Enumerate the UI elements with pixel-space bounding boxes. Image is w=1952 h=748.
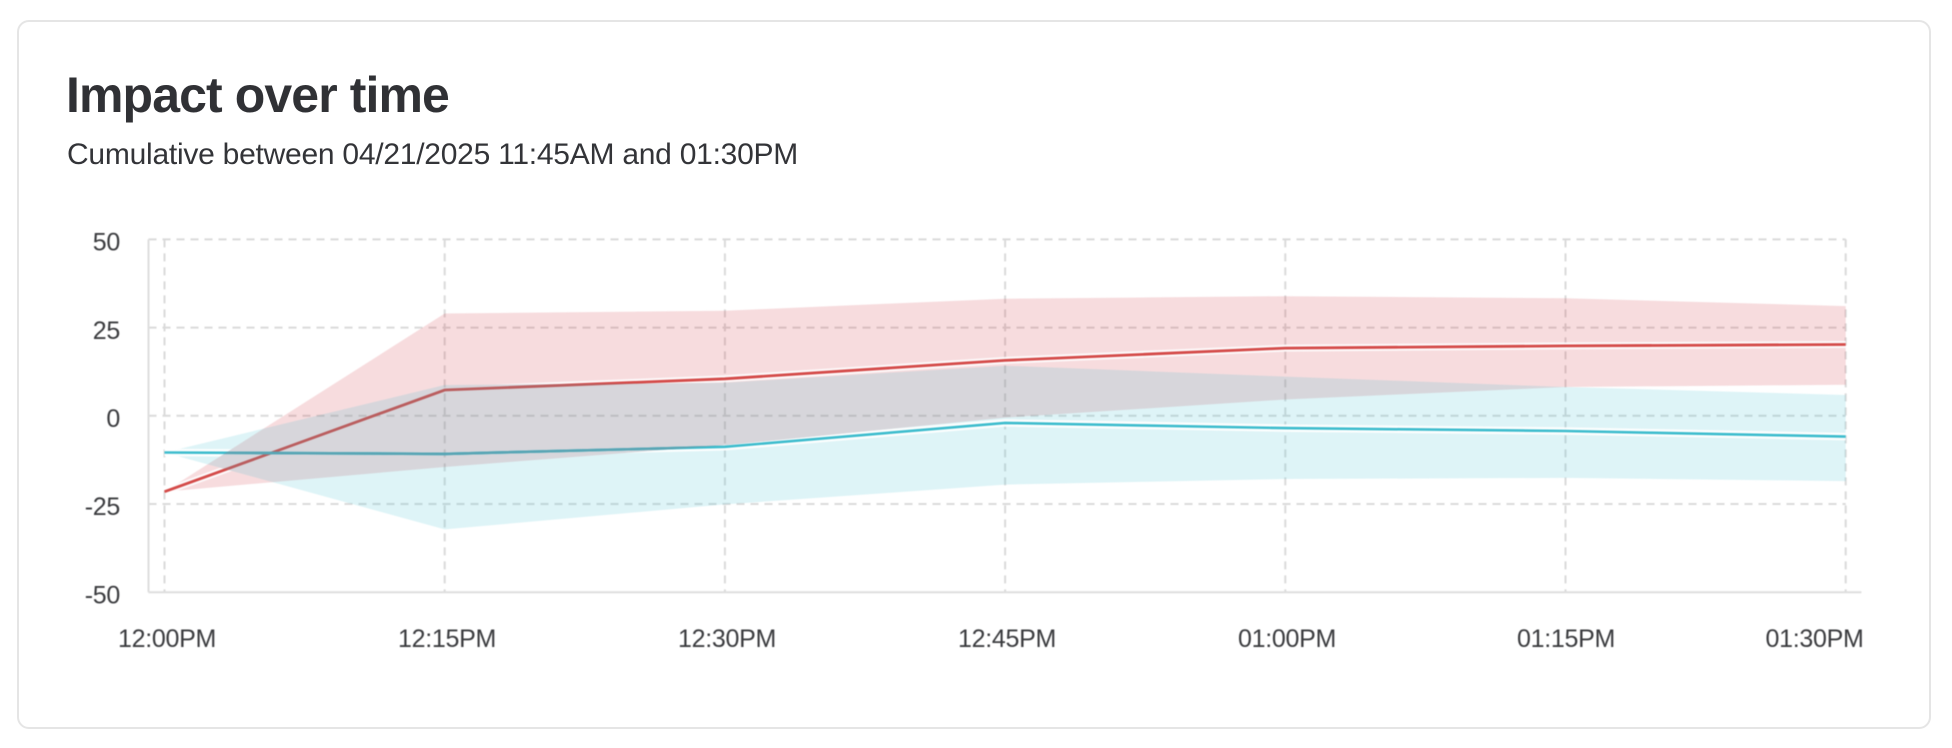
svg-text:25: 25: [93, 317, 120, 345]
svg-text:50: 50: [93, 229, 120, 257]
svg-text:12:45PM: 12:45PM: [958, 625, 1056, 653]
svg-text:01:30PM: 01:30PM: [1766, 625, 1864, 653]
svg-text:12:15PM: 12:15PM: [398, 625, 496, 653]
svg-text:01:15PM: 01:15PM: [1517, 625, 1615, 653]
svg-text:-25: -25: [85, 493, 120, 521]
svg-text:0: 0: [106, 405, 120, 433]
svg-text:01:00PM: 01:00PM: [1238, 625, 1336, 653]
svg-text:12:30PM: 12:30PM: [678, 625, 776, 653]
svg-text:12:00PM: 12:00PM: [118, 625, 216, 653]
svg-text:-50: -50: [85, 581, 120, 609]
